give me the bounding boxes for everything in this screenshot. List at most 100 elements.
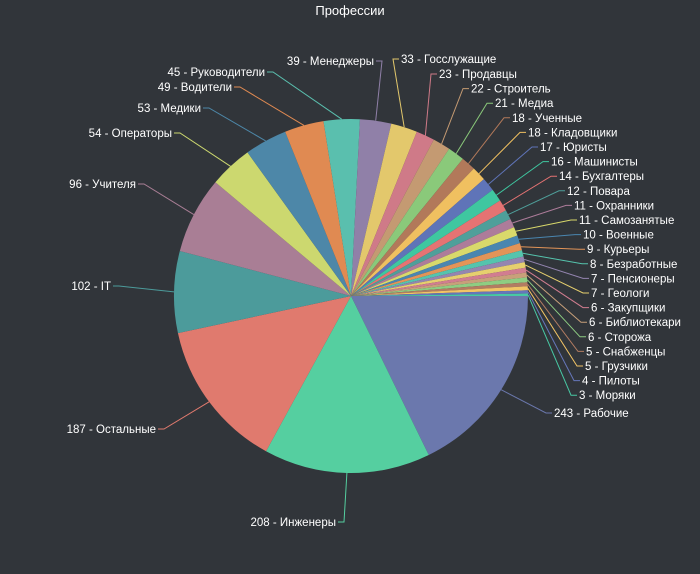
leader-line-1 xyxy=(500,389,552,414)
pie-slice-21[interactable] xyxy=(351,218,515,296)
pie-slice-13[interactable] xyxy=(351,139,450,296)
slice-label-3: 187 - Остальные xyxy=(67,424,156,436)
pie-slice-18[interactable] xyxy=(351,189,501,296)
pie-slice-25[interactable] xyxy=(351,250,524,296)
leader-line-12 xyxy=(424,73,437,136)
slice-label-14: 21 - Медиа xyxy=(495,98,554,110)
leader-line-28 xyxy=(525,269,589,309)
leader-line-27 xyxy=(524,264,589,294)
pie-slice-26[interactable] xyxy=(351,256,525,297)
slice-label-15: 18 - Ученные xyxy=(512,113,582,125)
slice-label-4: 102 - IT xyxy=(71,281,111,293)
slice-label-5: 96 - Учителя xyxy=(69,179,136,191)
pie-slice-33[interactable] xyxy=(351,290,528,296)
leader-line-16 xyxy=(478,131,526,175)
slice-label-30: 6 - Сторожа xyxy=(588,332,652,344)
pie-slice-29[interactable] xyxy=(351,272,528,296)
leader-line-8 xyxy=(234,86,305,126)
slice-label-25: 8 - Безработные xyxy=(590,259,677,271)
pie-slice-3[interactable] xyxy=(177,296,351,452)
pie-slice-30[interactable] xyxy=(351,277,528,296)
leader-line-13 xyxy=(441,88,469,145)
slice-label-12: 23 - Продавцы xyxy=(439,69,517,81)
leader-line-7 xyxy=(203,107,266,142)
pie-slice-10[interactable] xyxy=(351,119,392,296)
pie-slice-31[interactable] xyxy=(351,282,528,296)
slice-label-1: 243 - Рабочие xyxy=(554,408,629,420)
pie-slice-1[interactable] xyxy=(351,296,528,456)
leader-line-21 xyxy=(512,204,572,224)
pie-slice-19[interactable] xyxy=(351,200,506,296)
slice-label-21: 11 - Охранники xyxy=(574,200,654,212)
pie-slice-24[interactable] xyxy=(351,243,522,296)
leader-line-26 xyxy=(523,258,589,279)
slice-label-34: 3 - Моряки xyxy=(579,390,636,402)
slice-label-33: 4 - Пилоты xyxy=(582,376,640,388)
slice-label-2: 208 - Инженеры xyxy=(250,517,336,529)
pie-slice-14[interactable] xyxy=(351,148,463,296)
leader-line-2 xyxy=(338,472,348,523)
leader-line-11 xyxy=(392,58,405,128)
pie-slices xyxy=(174,119,528,474)
pie-slice-2[interactable] xyxy=(266,296,429,474)
slice-label-31: 5 - Снабженцы xyxy=(586,346,665,358)
pie-slice-16[interactable] xyxy=(351,168,484,296)
slice-label-32: 5 - Грузчики xyxy=(585,361,648,373)
pie-slice-23[interactable] xyxy=(351,235,520,296)
pie-slice-12[interactable] xyxy=(351,131,434,296)
leader-line-18 xyxy=(496,161,549,196)
slice-label-23: 10 - Военные xyxy=(583,230,654,242)
leader-line-19 xyxy=(502,175,557,206)
pie-slice-34[interactable] xyxy=(351,293,528,296)
pie-slice-17[interactable] xyxy=(351,179,493,296)
slice-label-26: 7 - Пенсионеры xyxy=(591,273,675,285)
leader-line-24 xyxy=(520,246,585,250)
slice-label-18: 16 - Машинисты xyxy=(551,157,638,169)
slice-label-7: 53 - Медики xyxy=(138,103,201,115)
pie-slice-28[interactable] xyxy=(351,267,527,296)
slice-label-22: 11 - Самозанятые xyxy=(579,215,674,227)
leader-line-3 xyxy=(158,401,210,430)
pie-slice-5[interactable] xyxy=(179,182,351,296)
leader-line-10 xyxy=(375,60,383,121)
leader-line-33 xyxy=(527,291,580,382)
leader-line-31 xyxy=(527,283,584,352)
pie-slice-32[interactable] xyxy=(351,286,528,296)
leader-line-20 xyxy=(507,190,565,216)
leader-line-25 xyxy=(522,252,588,265)
pie-slice-6[interactable] xyxy=(215,152,351,296)
pie-slice-7[interactable] xyxy=(247,131,351,296)
leader-line-29 xyxy=(526,274,587,323)
leader-line-30 xyxy=(526,279,586,338)
slice-label-20: 12 - Повара xyxy=(567,186,630,198)
leader-line-17 xyxy=(488,146,538,185)
slice-label-13: 22 - Строитель xyxy=(471,84,551,96)
pie-slice-11[interactable] xyxy=(351,123,417,297)
leader-line-15 xyxy=(468,117,510,164)
chart-title: Профессии xyxy=(315,3,384,18)
slice-label-24: 9 - Курьеры xyxy=(587,244,649,256)
slice-label-9: 45 - Руководители xyxy=(167,67,265,79)
slice-label-29: 6 - Библиотекари xyxy=(589,317,681,329)
leader-line-6 xyxy=(174,132,231,167)
leader-line-32 xyxy=(527,288,583,367)
leader-line-5 xyxy=(138,183,195,216)
slice-label-6: 54 - Операторы xyxy=(89,128,172,140)
pie-slice-15[interactable] xyxy=(351,158,474,296)
leader-line-14 xyxy=(455,102,493,154)
pie-slice-27[interactable] xyxy=(351,262,526,296)
pie-slice-8[interactable] xyxy=(285,121,351,297)
pie-slice-20[interactable] xyxy=(351,210,511,296)
slice-label-8: 49 - Водители xyxy=(158,82,232,94)
pie-slice-22[interactable] xyxy=(351,227,518,296)
leader-line-23 xyxy=(518,234,581,240)
slice-label-11: 33 - Госслужащие xyxy=(401,54,496,66)
slice-label-17: 17 - Юристы xyxy=(540,142,607,154)
pie-slice-4[interactable] xyxy=(174,250,351,334)
leader-line-34 xyxy=(527,294,577,396)
pie-slice-9[interactable] xyxy=(323,119,360,296)
leader-lines xyxy=(113,58,589,523)
slice-label-28: 6 - Закупщики xyxy=(591,303,665,315)
